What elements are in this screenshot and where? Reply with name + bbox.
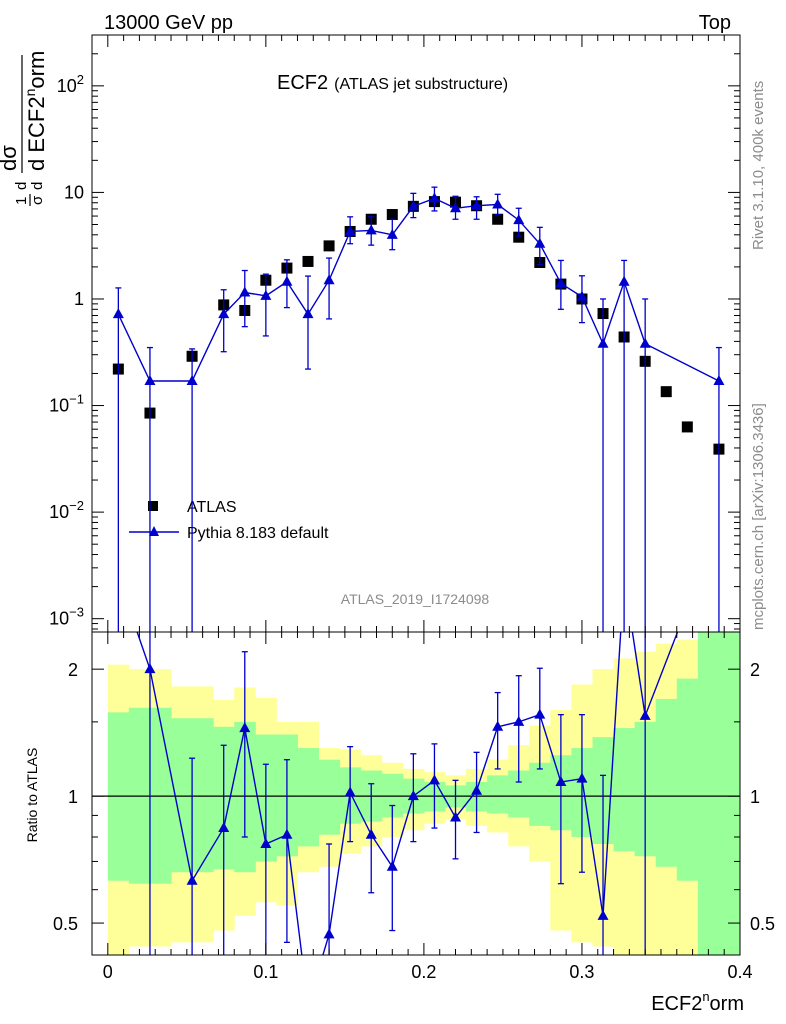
band-inner-bin [297,748,319,846]
band-inner-bin [677,679,699,881]
mc-point [239,287,250,297]
main-ylabel: 1 σ d d dσ d ECF2norm [0,51,49,206]
rivet-label: Rivet 3.1.10, 400k events [750,81,767,250]
main-xlabel: ECF2norm [651,989,744,1015]
ylabel-sigma: σ [29,195,46,205]
energy-label: 13000 GeV pp [104,12,233,34]
mc-point [598,338,609,348]
legend-data-label: ATLAS [187,499,237,516]
ratio-point [534,709,545,719]
ylabel-d2: d [29,182,46,190]
mc-line [118,198,719,381]
mc-point [281,276,292,286]
main-ytick-label: 10−2 [49,498,84,522]
band-inner-bin [319,760,341,835]
plot-title-main: ECF2 [277,72,328,94]
mc-point [492,199,503,209]
main-frame [92,35,740,632]
legend: ATLAS Pythia 8.183 default [129,499,329,542]
data-point [661,386,672,397]
ylabel-d: d [13,182,30,190]
main-ytick-label: 10−1 [49,392,84,416]
mc-point [366,224,377,234]
ylabel-dsigma: dσ [0,145,21,171]
analysis-label: ATLAS_2019_I1724098 [341,591,490,607]
main-plot-marks [113,187,725,632]
ylabel-one: 1 [13,197,30,205]
mc-point [713,375,724,385]
process-label: Top [699,12,731,34]
plot-title: ECF2 (ATLAS jet substructure) [277,72,508,94]
ratio-ytick-label: 2 [68,660,78,680]
ratio-ylabel: Ratio to ATLAS [24,748,40,843]
ratio-xtick-label: 0.1 [253,962,278,982]
main-ytick-label: 10 [64,182,84,202]
ratio-point [387,861,398,871]
mc-point [640,338,651,348]
ratio-xtick-label: 0.3 [569,962,594,982]
band-inner-bin [529,763,551,826]
ratio-ytick-label: 1 [68,787,78,807]
data-point [303,256,314,267]
data-point [387,209,398,220]
mc-point [513,214,524,224]
plot-title-sub: (ATLAS jet substructure) [334,76,508,93]
ratio-xtick-label: 0.2 [411,962,436,982]
ratio-ytick-label-right: 2 [750,660,760,680]
ratio-point [324,928,335,938]
band-inner-bin [698,632,741,955]
data-point [324,240,335,251]
band-inner-bin [487,775,509,813]
band-inner-bin [656,699,678,867]
mc-point [303,308,314,318]
ratio-point [144,663,155,673]
ylabel-dvar: d ECF2norm [22,51,49,171]
data-point [492,214,503,225]
plot-canvas: 13000 GeV pp Top ECF2 (ATLAS jet substruc… [0,0,786,1024]
ratio-ytick-label-right: 0.5 [750,914,775,934]
band-inner-bin [614,728,636,851]
mc-point [113,308,124,318]
mc-point [619,276,630,286]
mc-point [187,375,198,385]
main-ytick-label: 1 [74,289,84,309]
ratio-xtick-label: 0 [103,962,113,982]
mcplots-label: mcplots.cern.ch [arXiv:1306.3436] [750,403,767,630]
ratio-ytick-label: 0.5 [53,914,78,934]
ratio-xtick-label: 0.4 [727,962,752,982]
mc-point [324,274,335,284]
ratio-ytick-label-right: 1 [750,787,760,807]
main-ytick-label: 102 [57,72,84,96]
mc-point [144,375,155,385]
legend-mc-label: Pythia 8.183 default [187,525,329,542]
main-ytick-label: 10−3 [49,605,84,629]
data-point [682,421,693,432]
